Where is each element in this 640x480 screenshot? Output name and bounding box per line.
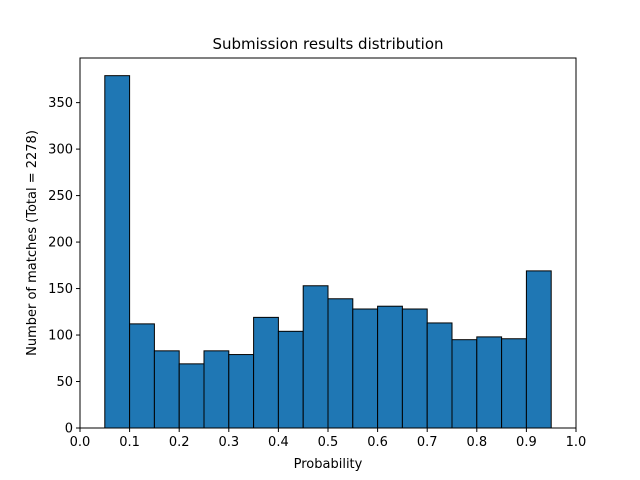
histogram-bar: [401, 308, 428, 429]
y-tick-label: 150: [48, 282, 73, 297]
histogram-bar: [352, 308, 379, 429]
histogram-bar: [377, 305, 403, 429]
x-tick-label: 0.4: [268, 435, 289, 450]
histogram-bar: [501, 338, 527, 429]
histogram-bar: [327, 298, 354, 429]
y-tick-label: 250: [48, 189, 73, 204]
histogram-bar: [129, 323, 155, 429]
histogram-bar: [451, 339, 478, 429]
histogram-bar: [153, 350, 180, 429]
histogram-bar: [302, 285, 329, 429]
histogram-bar: [277, 330, 304, 429]
bars-group: [104, 75, 552, 429]
x-axis-ticks: 0.0 0.1 0.2 0.3 0.4 0.5 0.6 0.7 0.8 0.9 1.0: [70, 428, 587, 450]
histogram-bar: [253, 316, 279, 429]
y-tick-label: 100: [48, 329, 73, 344]
x-tick-label: 0.1: [119, 435, 140, 450]
y-tick-label: 300: [48, 143, 73, 158]
y-axis-ticks: 0 50 100 150 200 250 300 350: [48, 96, 80, 437]
histogram-bar: [203, 350, 230, 429]
chart-title: Submission results distribution: [212, 35, 443, 53]
y-tick-label: 0: [65, 422, 73, 437]
y-axis-label: Number of matches (Total = 2278): [25, 130, 40, 356]
histogram-bar: [476, 336, 503, 429]
x-tick-label: 0.9: [516, 435, 537, 450]
x-tick-label: 0.2: [169, 435, 190, 450]
x-tick-label: 0.3: [218, 435, 239, 450]
x-tick-label: 0.8: [466, 435, 487, 450]
y-tick-label: 350: [48, 96, 73, 111]
histogram-bar: [228, 354, 255, 429]
x-tick-label: 1.0: [566, 435, 587, 450]
y-tick-label: 200: [48, 236, 73, 251]
x-tick-label: 0.7: [417, 435, 438, 450]
histogram-bar: [104, 75, 131, 429]
x-axis-label: Probability: [294, 457, 363, 472]
x-tick-label: 0.0: [70, 435, 91, 450]
histogram-bar: [525, 270, 552, 429]
y-tick-label: 50: [56, 375, 73, 390]
x-tick-label: 0.5: [318, 435, 339, 450]
histogram-bar: [426, 322, 453, 429]
histogram-bar: [178, 363, 205, 429]
x-tick-label: 0.6: [367, 435, 388, 450]
